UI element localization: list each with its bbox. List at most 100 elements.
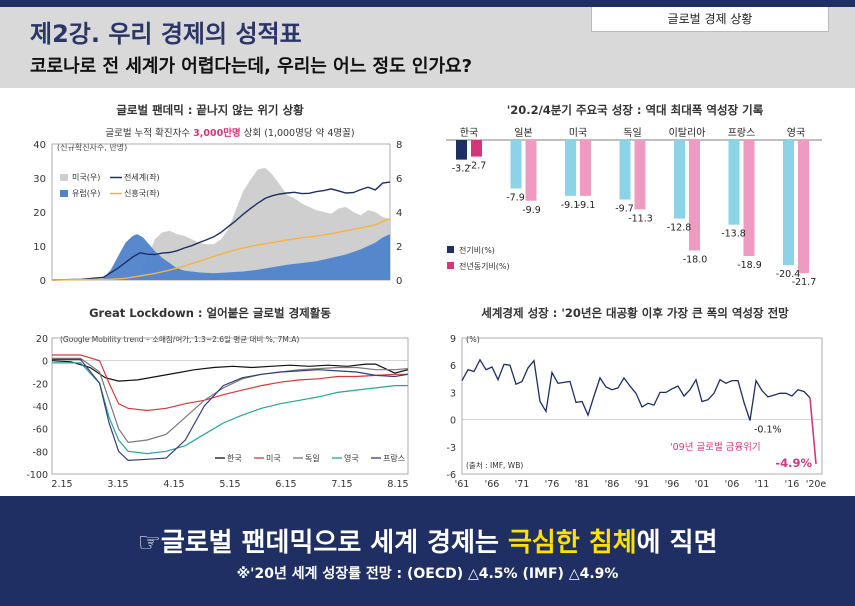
- chart4-ytick: -6: [447, 470, 456, 481]
- chart2-value-label-qoq: -12.8: [667, 223, 692, 234]
- chart4-xtick: '91: [635, 479, 650, 490]
- chart2-value-label-yoy: -18.9: [737, 260, 762, 271]
- chart2-value-label-qoq: -7.9: [506, 192, 525, 203]
- chart4-title: 세계경제 성장 : '20년은 대공황 이후 가장 큰 폭의 역성장 전망: [481, 306, 789, 320]
- chart2-bar-qoq: [783, 140, 794, 266]
- chart2-bar-qoq: [565, 140, 576, 196]
- footer-note: ※'20년 세계 성장률 전망 : (OECD) △4.5% (IMF) △4.…: [236, 566, 619, 582]
- chart2-bar-qoq: [510, 140, 522, 189]
- chart2-title: '20.2/4분기 주요국 성장 : 역대 최대폭 역성장 기록: [506, 103, 764, 117]
- chart2-value-label-yoy: -11.3: [628, 213, 653, 224]
- chart3-xtick: 8.15: [387, 479, 408, 490]
- chart4-xtick: '81: [575, 479, 590, 490]
- chart2-bar-qoq: [619, 140, 631, 200]
- chart2-category-label: 프랑스: [728, 127, 756, 139]
- chart1-line-series: [51, 218, 391, 281]
- chart4-line-forecast: [809, 397, 817, 465]
- chart4-plot-frame: [461, 337, 823, 475]
- chart1-area-series: [52, 167, 390, 280]
- chart4-unit: (%): [466, 335, 480, 344]
- chart4-xtick: '61: [455, 479, 470, 490]
- chart4-annotation-value-2009: -0.1%: [754, 425, 782, 436]
- chart3-ytick: -40: [32, 402, 48, 413]
- chart3-ytick: -100: [26, 470, 48, 481]
- chart1-legend-swatch: [60, 174, 68, 181]
- chart3-xtick: 7.15: [331, 479, 352, 490]
- chart1-ytick-right: 6: [396, 174, 402, 185]
- footer-highlight-recession: 침체: [588, 528, 637, 558]
- chart1-title: 글로벌 팬데믹 : 끝나지 않는 위기 상황: [116, 103, 304, 117]
- chart3-legend-label: 한국: [227, 454, 242, 463]
- chart2-gdp-growth: 한국 -3.2-2.7 일본 -7.9 -9.9 미국 -9.1-9.1 독일 -9.7-11.…: [446, 126, 822, 288]
- chart4-world-growth: (%) (출처 : IMF, WB) 9 6 3 0 -3 -6'61 '66 '71 '76 '…: [447, 334, 827, 490]
- footer-headline: ☞글로벌 팬데믹으로 세계 경제는 극심한 침체에 직면: [0, 522, 855, 559]
- chart2-category-label: 한국: [460, 127, 478, 139]
- chart2-bar-yoy: [743, 140, 755, 256]
- chart1-unit-label: (신규확진자수, 만명): [57, 142, 127, 152]
- chart1-line-series: [51, 181, 391, 281]
- chart3-ytick: -80: [32, 447, 48, 458]
- chart1-subtitle: 글로벌 누적 확진자수 3,000만명 상회 (1,000명당 약 4명꼴): [105, 127, 354, 139]
- chart1-ytick-right: 0: [396, 276, 402, 287]
- footer-text-space: [580, 528, 589, 558]
- chart1-legend-label: 신흥국(좌): [124, 188, 160, 198]
- chart1-area-series: [52, 234, 390, 280]
- chart2-value-label-yoy: -9.1: [577, 200, 596, 211]
- chart4-xtick: '01: [695, 479, 710, 490]
- chart3-note: (Google Mobility trend – 소매점/여가, 1.3~2.6…: [60, 334, 299, 344]
- footer-text-post: 에 직면: [636, 528, 718, 558]
- pointing-hand-icon: ☞: [137, 528, 161, 558]
- chart4-xtick: '71: [515, 479, 530, 490]
- chart2-legend-label-qoq: 전기비(%): [459, 245, 495, 255]
- chart3-ytick: -60: [32, 425, 48, 436]
- chart2-bar-yoy: [580, 140, 591, 196]
- chart1-legend-label: 유럽(우): [72, 189, 100, 198]
- chart2-legend-label-yoy: 전년동기비(%): [459, 261, 510, 271]
- page-subtitle: 코로나로 전 세계가 어렵다는데, 우리는 어느 정도 인가요?: [30, 56, 473, 77]
- chart2-bar-yoy: [525, 140, 537, 201]
- chart2-bar-qoq: [674, 140, 685, 219]
- chart2-value-label-yoy: -18.0: [683, 254, 708, 265]
- chart1-ytick-left: 40: [33, 140, 46, 151]
- chart2-category-label: 독일: [623, 127, 641, 139]
- chart2-category-label: 이탈리아: [669, 126, 706, 139]
- chart1-legend-label: 미국(우): [72, 173, 100, 182]
- footer-text-pre: 글로벌 팬데믹으로 세계 경제는: [160, 528, 508, 558]
- chart2-value-label-qoq: -3.2: [452, 164, 471, 175]
- chart4-xtick: '11: [755, 479, 770, 490]
- chart3-xtick: 6.15: [275, 479, 296, 490]
- chart4-ytick: 3: [450, 388, 456, 399]
- chart4-xtick: '06: [725, 479, 740, 490]
- chart3-ytick: 20: [36, 334, 48, 345]
- chart3-legend-label: 미국: [266, 454, 281, 463]
- chart2-value-label-qoq: -9.1: [561, 200, 580, 211]
- chart2-bar-yoy: [634, 140, 646, 210]
- chart2-category-label: 영국: [787, 127, 805, 139]
- chart3-line-series: [52, 357, 409, 443]
- chart3-xtick: 5.15: [219, 479, 240, 490]
- section-tag: 글로벌 경제 상황: [591, 7, 829, 32]
- chart3-line-series: [52, 358, 409, 462]
- chart4-xtick: '16: [785, 479, 800, 490]
- chart2-value-label-yoy: -21.7: [792, 277, 817, 288]
- chart4-xtick: '86: [605, 479, 620, 490]
- chart4-ytick: 6: [450, 361, 456, 372]
- chart1-ytick-left: 0: [40, 276, 46, 287]
- chart3-plot-frame: [51, 337, 409, 475]
- chart3-ytick: 0: [42, 357, 48, 368]
- chart1-ytick-left: 10: [33, 242, 46, 253]
- chart3-legend-label: 독일: [305, 454, 320, 463]
- chart4-ytick: -3: [447, 443, 456, 454]
- chart4-xtick: '66: [485, 479, 500, 490]
- chart2-legend-swatch-yoy: [447, 262, 454, 269]
- chart4-ytick: 0: [450, 416, 456, 427]
- chart2-category-label: 일본: [514, 127, 532, 139]
- footer-highlight-severe: 극심한: [508, 528, 580, 558]
- chart2-bar-yoy: [471, 140, 482, 157]
- chart3-xtick: 4.15: [163, 479, 184, 490]
- chart3-line-series: [51, 360, 409, 382]
- chart2-bar-yoy: [689, 140, 700, 251]
- footer-band: [0, 496, 855, 606]
- chart2-category-label: 미국: [569, 127, 587, 139]
